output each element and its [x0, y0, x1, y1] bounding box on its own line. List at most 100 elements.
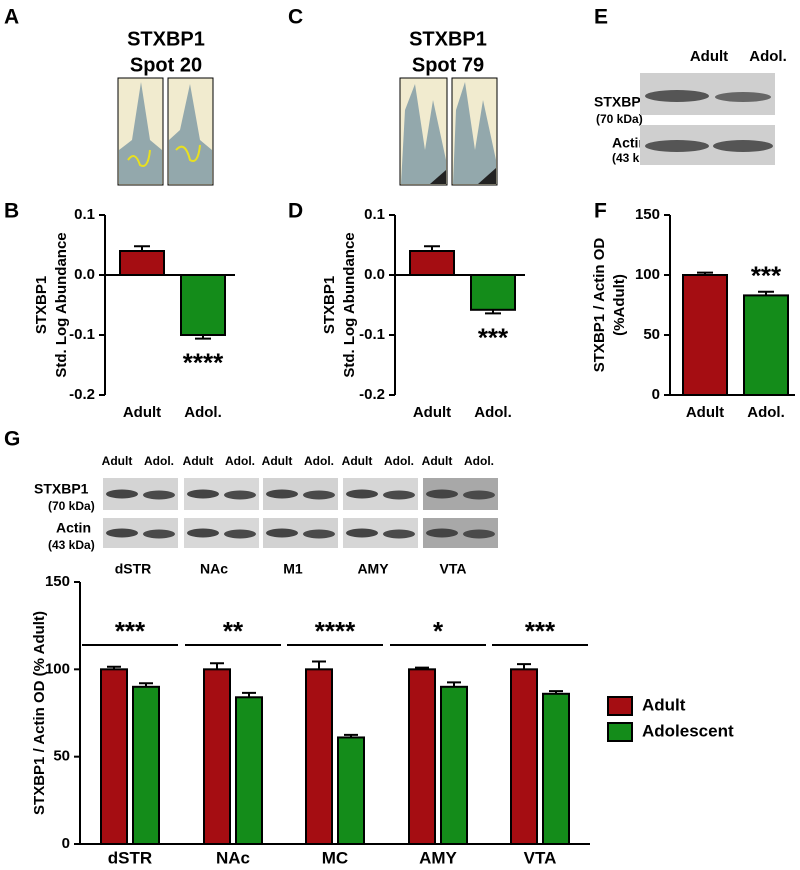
y-tick-label: -0.1	[69, 326, 95, 343]
bar	[100, 668, 128, 845]
blot-row-size: (43 kDa)	[48, 538, 95, 552]
spot-title: STXBP1	[127, 28, 205, 50]
error-bar	[242, 691, 256, 698]
lane-label: Adult	[690, 48, 728, 65]
error-bar	[139, 682, 153, 687]
lane-label: Adol.	[225, 454, 255, 468]
blot-band	[143, 529, 175, 539]
lane-label: Adol.	[304, 454, 334, 468]
y-axis-label: Std. Log Abundance	[53, 232, 70, 377]
blot-band	[426, 528, 458, 538]
y-tick-label: 0	[652, 386, 660, 403]
lane-label: Adult	[102, 454, 133, 468]
y-tick-label: 0.0	[364, 266, 385, 283]
bar	[408, 668, 436, 845]
error-bar	[134, 245, 150, 251]
error-bar	[517, 663, 531, 670]
significance: ***	[478, 322, 509, 352]
x-tick-label: AMY	[419, 848, 457, 867]
blot-band	[187, 528, 219, 538]
blot-row-size: (70 kDa)	[48, 499, 95, 513]
bar	[180, 274, 226, 336]
blot-band	[106, 528, 138, 538]
blot-band	[346, 489, 378, 499]
blot-band	[463, 529, 495, 539]
panel-label: G	[4, 428, 20, 451]
error-bar	[424, 245, 440, 251]
region-label: dSTR	[115, 561, 152, 577]
lane-label: Adol.	[144, 454, 174, 468]
x-tick-label: Adol.	[184, 404, 222, 421]
significance: ***	[115, 616, 146, 646]
bar	[510, 668, 538, 845]
y-axis-label: STXBP1 / Actin OD (% Adult)	[31, 611, 48, 815]
y-axis-label: STXBP1	[321, 276, 338, 334]
y-tick-label: -0.2	[69, 386, 95, 403]
bar	[743, 294, 789, 396]
y-tick-label: 150	[635, 206, 660, 223]
x-tick-label: MC	[322, 848, 348, 867]
lane-label: Adol.	[464, 454, 494, 468]
legend-label: Adult	[642, 695, 686, 714]
error-bar	[415, 666, 429, 670]
legend-swatch	[607, 696, 633, 716]
error-bar	[485, 309, 501, 315]
y-axis-label: STXBP1	[33, 276, 50, 334]
bar	[132, 685, 160, 845]
lane-label: Adol.	[749, 48, 787, 65]
error-bar	[312, 660, 326, 670]
region-label: AMY	[357, 561, 389, 577]
blot-band	[463, 490, 495, 500]
blot-band	[187, 489, 219, 499]
blot-band	[266, 528, 298, 538]
panel-label: A	[4, 6, 19, 29]
spot-title: Spot 20	[130, 54, 202, 76]
error-bar	[697, 271, 713, 275]
blot-row-label: Actin	[612, 135, 647, 151]
error-bar	[107, 665, 121, 670]
y-tick-label: 100	[635, 266, 660, 283]
legend-swatch	[607, 722, 633, 742]
blot-band	[106, 489, 138, 499]
x-tick-label: NAc	[216, 848, 250, 867]
bar	[337, 736, 365, 845]
bar	[470, 274, 516, 311]
error-bar	[549, 690, 563, 694]
bar	[119, 250, 165, 276]
significance: *	[433, 616, 444, 646]
panel-label: D	[288, 200, 303, 223]
spot-image	[117, 77, 214, 186]
significance: ****	[183, 347, 224, 377]
blot-row-size: (70 kDa)	[596, 112, 643, 126]
panel-label: C	[288, 6, 303, 29]
blot-band	[303, 490, 335, 500]
blot-image	[640, 73, 775, 165]
blot-band	[426, 489, 458, 499]
blot-band	[143, 490, 175, 500]
x-tick-label: dSTR	[108, 848, 152, 867]
y-tick-label: 0.1	[74, 206, 95, 223]
region-label: M1	[283, 561, 303, 577]
region-label: NAc	[200, 561, 228, 577]
y-tick-label: -0.2	[359, 386, 385, 403]
bar	[235, 696, 263, 846]
y-tick-label: -0.1	[359, 326, 385, 343]
y-tick-label: 0.0	[74, 266, 95, 283]
spot-title: STXBP1	[409, 28, 487, 50]
spot-image	[399, 77, 498, 186]
y-tick-label: 50	[53, 748, 70, 765]
blot-row-label: STXBP1	[34, 481, 89, 497]
bar	[409, 250, 455, 276]
x-tick-label: VTA	[524, 848, 557, 867]
bar	[305, 668, 333, 845]
error-bar	[195, 335, 211, 340]
blot-row-label: Actin	[56, 520, 91, 536]
panel-label: B	[4, 200, 19, 223]
lane-label: Adult	[422, 454, 453, 468]
y-tick-label: 150	[45, 573, 70, 590]
blot-band	[383, 529, 415, 539]
y-axis-label: STXBP1 / Actin OD	[591, 238, 608, 373]
error-bar	[344, 733, 358, 738]
